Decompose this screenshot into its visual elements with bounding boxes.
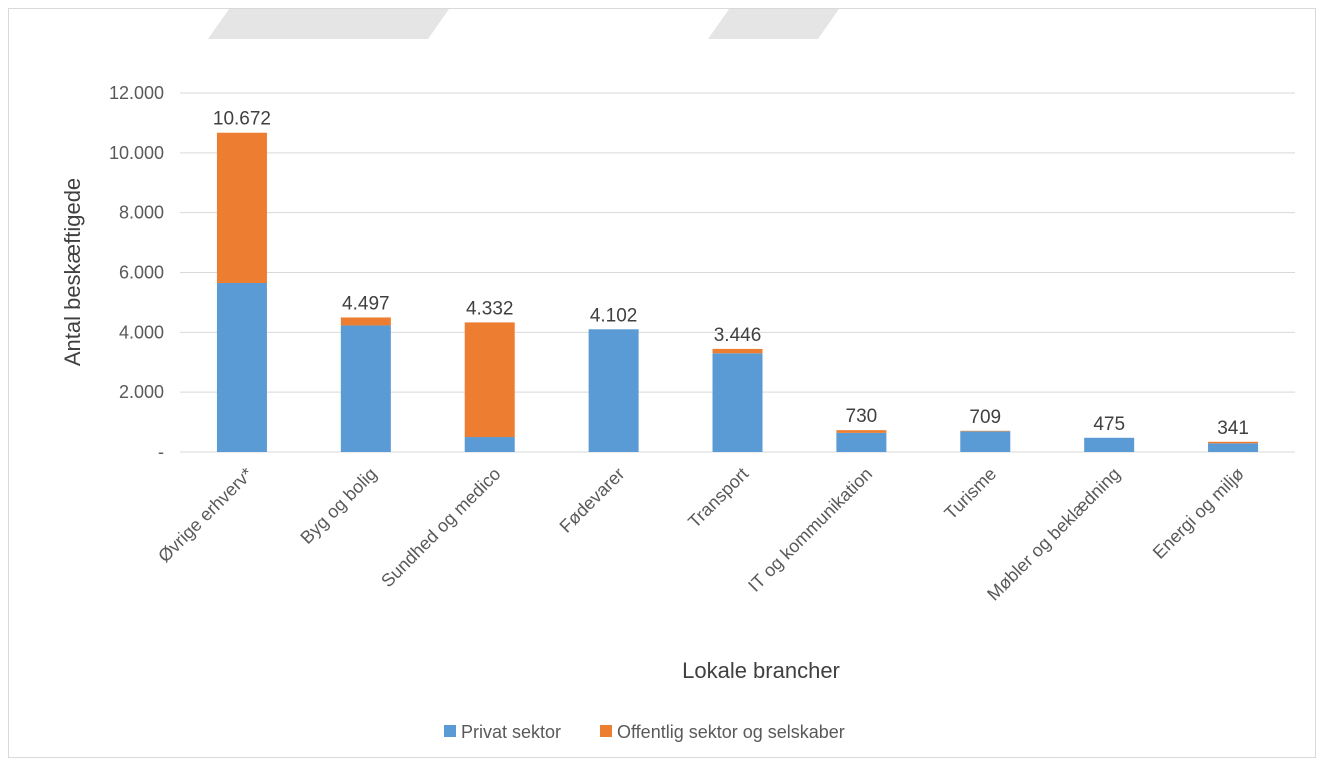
legend: Privat sektor Offentlig sektor og selska… [444,722,845,742]
total-data-label: 4.497 [342,293,390,314]
category-label: Turisme [940,464,1000,524]
total-data-label: 709 [969,407,1001,428]
bar-offentlig [836,430,887,433]
total-data-label: 730 [846,406,878,427]
data-labels: 10.672 4.497 4.332 4.102 3.446 730 709 475 341 [213,109,1249,439]
bar-privat [836,432,887,452]
bar-offentlig [340,317,391,326]
total-data-label: 3.446 [714,325,762,346]
y-tick-label: 8.000 [119,203,164,223]
total-data-label: 475 [1093,414,1125,435]
category-label: Fødevarer [556,464,629,537]
y-tick-label: 10.000 [109,143,164,163]
total-data-label: 4.332 [466,298,514,319]
y-axis-title: Antal beskæftigede [60,178,85,366]
total-data-label: 10.672 [213,109,271,130]
y-tick-label: 12.000 [109,83,164,103]
category-label: Sundhed og medico [377,464,504,591]
legend-label-offentlig: Offentlig sektor og selskaber [617,722,845,742]
y-tick-label: 4.000 [119,322,164,342]
category-label: Transport [684,464,752,532]
bar-offentlig [464,322,515,438]
bar-privat [464,437,515,452]
bar-privat [588,329,639,452]
category-label: Øvrige erhverv* [154,464,257,567]
legend-swatch-offentlig [600,725,612,737]
bar-offentlig [712,348,763,354]
bars [216,132,1259,452]
category-label: Møbler og beklædning [983,464,1124,605]
bar-privat [712,353,763,452]
y-tick-label: 2.000 [119,382,164,402]
total-data-label: 341 [1217,418,1249,439]
bar-offentlig [216,132,267,283]
y-tick-label: - [158,442,164,462]
bar-privat [340,325,391,452]
bar-offentlig [1208,441,1259,444]
bar-privat [1208,443,1259,452]
category-label: Energi og miljø [1149,464,1248,563]
category-label: Byg og bolig [296,464,380,548]
x-axis-title: Lokale brancher [682,658,840,683]
y-axis-tick-labels: - 2.000 4.000 6.000 8.000 10.000 12.000 [109,83,164,462]
category-label: IT og kommunikation [744,464,876,596]
y-tick-label: 6.000 [119,263,164,283]
legend-swatch-privat [444,725,456,737]
bar-privat [960,431,1011,452]
bar-privat [1084,437,1135,452]
legend-label-privat: Privat sektor [461,722,561,742]
bar-offentlig [960,430,1011,432]
bar-privat [216,282,267,452]
total-data-label: 4.102 [590,305,638,326]
